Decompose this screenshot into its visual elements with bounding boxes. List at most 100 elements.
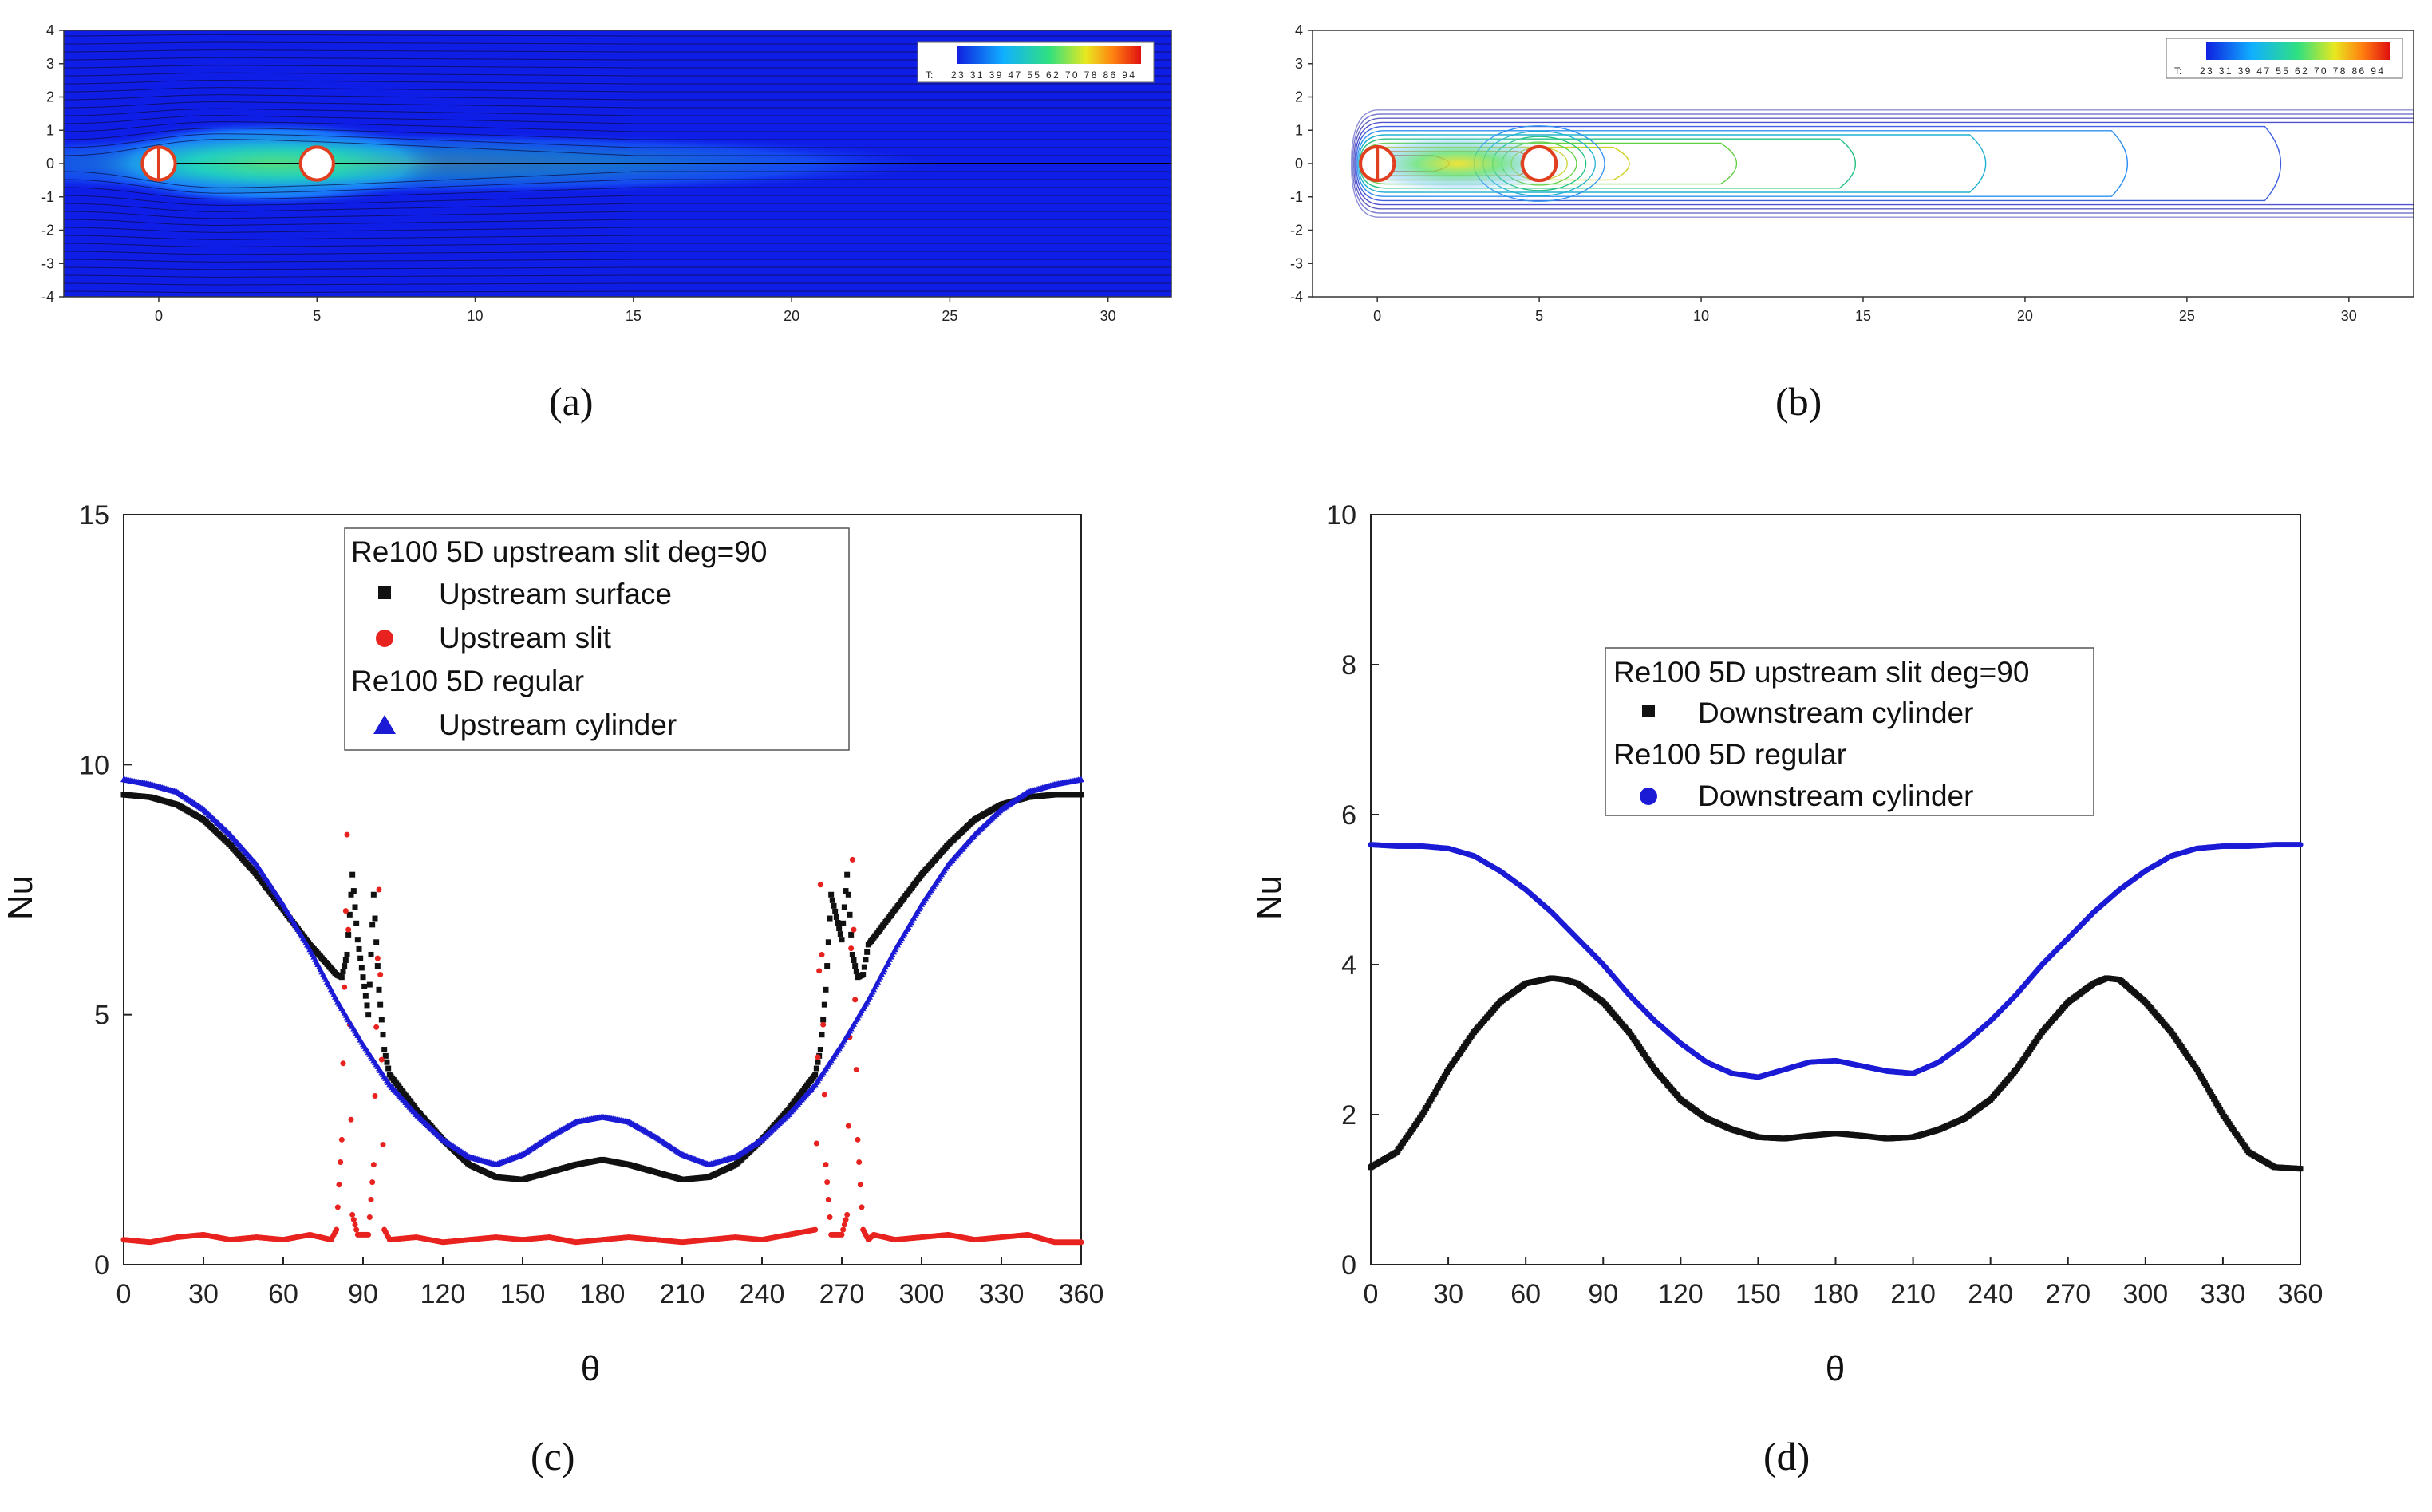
ytick-label: 2 bbox=[1295, 89, 1303, 105]
xtick-label: 150 bbox=[1735, 1279, 1781, 1309]
data-point bbox=[349, 1211, 356, 1218]
data-point bbox=[839, 937, 845, 943]
data-point bbox=[819, 951, 825, 957]
data-point bbox=[374, 955, 381, 961]
colorbar-prefix-b: T: bbox=[2174, 65, 2181, 77]
streamline bbox=[64, 127, 1171, 140]
data-point bbox=[851, 957, 857, 964]
xlabel-d: θ bbox=[1826, 1349, 1845, 1388]
ytick-label: -3 bbox=[1290, 255, 1303, 271]
data-point bbox=[340, 969, 346, 975]
streamline bbox=[64, 187, 1171, 200]
colorbar-gradient-a bbox=[957, 46, 1141, 64]
legend-c: Re100 5D upstream slit deg=90 Upstream s… bbox=[344, 527, 850, 751]
colorbar-prefix-a: T: bbox=[926, 69, 933, 81]
data-point bbox=[352, 904, 358, 910]
legend-entry-upstream-surface: Upstream surface bbox=[439, 578, 672, 610]
data-point bbox=[820, 1021, 827, 1028]
data-point bbox=[852, 997, 859, 1003]
legend-marker-circle-d bbox=[1640, 788, 1657, 805]
data-point bbox=[385, 1065, 392, 1072]
data-point bbox=[833, 914, 839, 920]
ytick-label: 8 bbox=[1341, 650, 1356, 681]
data-point bbox=[377, 972, 384, 978]
streamline bbox=[64, 49, 1171, 53]
xtick-label: 30 bbox=[188, 1279, 219, 1309]
data-point bbox=[821, 1001, 827, 1008]
ytick-label: -4 bbox=[1290, 289, 1303, 305]
xtick-label: 10 bbox=[1693, 308, 1709, 324]
data-point bbox=[342, 908, 349, 914]
ytick-label: -1 bbox=[1290, 189, 1303, 205]
data-point bbox=[848, 945, 855, 952]
colorbar-labels-b: 23 31 39 47 55 62 70 78 86 94 bbox=[2200, 65, 2383, 77]
xtick-label: 10 bbox=[468, 308, 484, 324]
data-point bbox=[812, 1226, 819, 1233]
streamline bbox=[64, 139, 1171, 156]
data-point bbox=[825, 1197, 831, 1203]
data-point bbox=[378, 1056, 385, 1063]
legend-marker-circle-c bbox=[376, 630, 393, 647]
streamline bbox=[64, 108, 1171, 116]
data-point bbox=[338, 974, 345, 981]
data-point bbox=[855, 1136, 861, 1143]
legend-group2-title-c: Re100 5D regular bbox=[351, 665, 584, 697]
data-point bbox=[829, 897, 835, 903]
streamline bbox=[64, 274, 1171, 278]
streamline bbox=[64, 290, 1171, 294]
data-point bbox=[372, 1093, 378, 1099]
data-point bbox=[843, 888, 849, 894]
streamline bbox=[64, 87, 1171, 93]
data-point bbox=[856, 1159, 863, 1166]
streamline bbox=[64, 65, 1171, 69]
isotherm-contour bbox=[1352, 117, 2414, 210]
data-point bbox=[384, 1059, 390, 1065]
xtick-label: 5 bbox=[313, 308, 321, 324]
xtick-label: 300 bbox=[899, 1279, 945, 1309]
ytick-label: 2 bbox=[1341, 1100, 1356, 1131]
data-point bbox=[817, 1047, 823, 1053]
downstream-cylinder bbox=[1521, 144, 1558, 183]
ytick-label: 1 bbox=[46, 122, 54, 138]
ytick-label: 15 bbox=[79, 500, 109, 531]
streamline bbox=[64, 34, 1171, 37]
data-point bbox=[338, 1136, 345, 1143]
data-point bbox=[820, 1017, 827, 1023]
data-point bbox=[365, 1231, 372, 1238]
data-point bbox=[372, 915, 378, 922]
streamline bbox=[64, 235, 1171, 240]
data-point bbox=[812, 1072, 819, 1078]
streamline bbox=[64, 219, 1171, 226]
ytick-label: 10 bbox=[1326, 500, 1356, 531]
hot-region-b bbox=[1338, 132, 1578, 195]
isotherm-contour bbox=[1357, 134, 1987, 193]
ytick-label: -1 bbox=[41, 189, 54, 205]
xtick-label: 180 bbox=[580, 1279, 626, 1309]
xtick-label: 30 bbox=[2341, 308, 2357, 324]
data-point bbox=[857, 1182, 863, 1188]
xtick-label: 20 bbox=[2017, 308, 2033, 324]
ytick-label: -2 bbox=[1290, 223, 1303, 239]
streamline bbox=[64, 94, 1171, 101]
data-point bbox=[845, 1123, 851, 1129]
streamline bbox=[64, 41, 1171, 45]
downstream-cylinder bbox=[298, 145, 335, 182]
series-upstream-slit bbox=[120, 831, 1084, 1246]
colorbar-a: T: 23 31 39 47 55 62 70 78 86 94 bbox=[917, 41, 1155, 83]
xtick-label: 90 bbox=[1588, 1279, 1618, 1309]
xtick-label: 30 bbox=[1100, 308, 1116, 324]
legend-entry-upstream-slit: Upstream slit bbox=[439, 622, 612, 654]
legend-marker-triangle-c bbox=[373, 715, 396, 734]
isotherm-contour bbox=[1350, 109, 2414, 218]
data-point bbox=[381, 1047, 388, 1053]
data-point bbox=[1078, 1239, 1084, 1246]
data-point bbox=[840, 1226, 847, 1233]
xtick-label: 0 bbox=[1373, 308, 1381, 324]
temperature-field-a bbox=[64, 34, 1171, 294]
data-point bbox=[860, 972, 867, 978]
data-point bbox=[844, 1211, 851, 1218]
ytick-label: 0 bbox=[1295, 156, 1303, 172]
panel-label-c: (c) bbox=[531, 1434, 575, 1478]
